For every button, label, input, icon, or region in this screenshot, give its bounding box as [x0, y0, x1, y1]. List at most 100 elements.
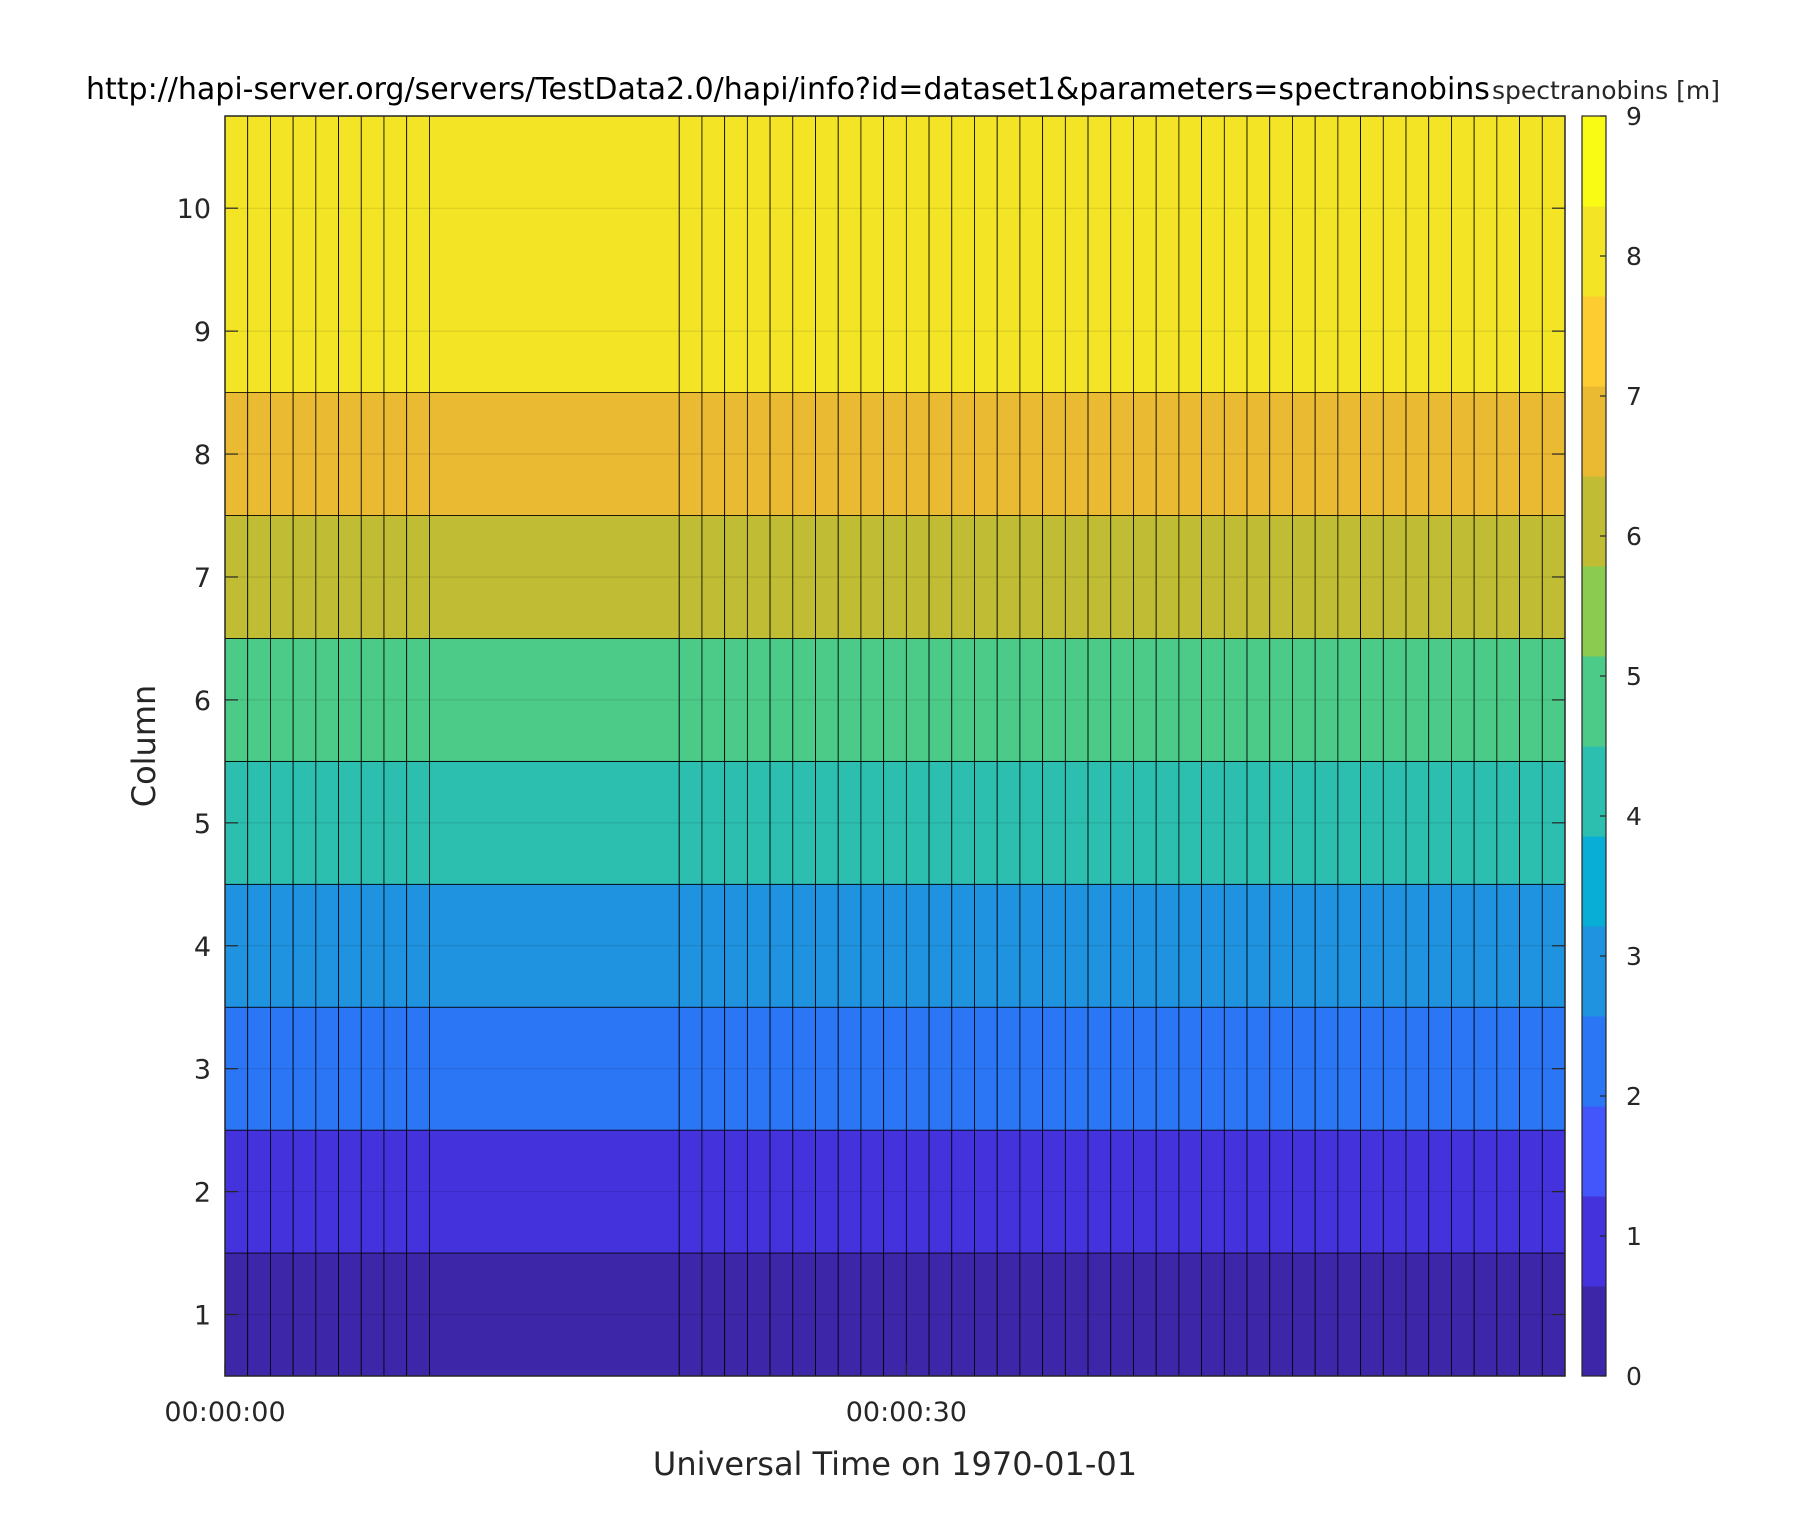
heatmap-cell — [928, 115, 953, 393]
colorbar-label: spectranobins [m] — [1492, 76, 1720, 105]
x-tick-label: 00:00:00 — [164, 1397, 285, 1428]
grid-lines — [225, 207, 1565, 1316]
heatmap-cell — [792, 115, 816, 393]
heatmap-cell — [429, 1129, 680, 1254]
colorbar-segment — [1582, 1106, 1606, 1197]
colorbar-tick-label: 8 — [1626, 242, 1642, 271]
colorbar-segment — [1582, 566, 1606, 657]
heatmap-cell — [1178, 115, 1203, 393]
colorbar-segment — [1582, 386, 1606, 477]
heatmap-cell — [678, 115, 703, 393]
heatmap-cell — [1314, 115, 1339, 393]
colorbar-segment — [1582, 1286, 1606, 1377]
heatmap-cell — [1382, 115, 1407, 393]
heatmap-cell — [429, 760, 680, 885]
heatmap-cell — [1337, 115, 1361, 393]
y-tick-label: 3 — [194, 1055, 211, 1086]
heatmap-cell — [746, 115, 771, 393]
colorbar-segment — [1582, 1196, 1606, 1287]
y-tick-label: 9 — [194, 317, 211, 348]
colorbar-segment — [1582, 296, 1606, 387]
x-tick-label: 00:00:30 — [846, 1397, 967, 1428]
heatmap-cell — [429, 1006, 680, 1131]
heatmap-cell — [338, 115, 362, 393]
colorbar-tick-label: 3 — [1626, 942, 1642, 971]
colorbar-segment — [1582, 206, 1606, 297]
heatmap-cell — [701, 115, 726, 393]
heatmap-cell — [1473, 115, 1498, 393]
heatmap-cell — [429, 638, 680, 762]
heatmap-cell — [1541, 115, 1566, 393]
y-tick-label: 4 — [194, 932, 211, 963]
heatmap-cell — [1155, 115, 1180, 393]
heatmap-cell — [815, 115, 839, 393]
colorbar-segment — [1582, 746, 1606, 837]
x-axis-label: Universal Time on 1970-01-01 — [653, 1445, 1137, 1483]
y-axis-label: Column — [125, 685, 163, 808]
heatmap-cell — [406, 115, 430, 393]
heatmap-cells — [224, 115, 1566, 1377]
heatmap-cell — [429, 115, 680, 393]
heatmap-cell — [1223, 115, 1248, 393]
heatmap-cell — [292, 115, 317, 393]
colorbar-segment — [1582, 656, 1606, 747]
y-tick-label: 10 — [177, 194, 211, 225]
heatmap-cell — [1064, 115, 1089, 393]
heatmap-cell — [724, 115, 748, 393]
colorbar-tick-label: 5 — [1626, 662, 1642, 691]
heatmap-cell — [905, 115, 930, 393]
colorbar-tick-label: 2 — [1626, 1082, 1642, 1111]
colorbar-tick-label: 7 — [1626, 382, 1642, 411]
colorbar-tick-label: 4 — [1626, 802, 1642, 831]
y-tick-label: 6 — [194, 686, 211, 717]
colorbar-segment — [1582, 476, 1606, 567]
heatmap-cell — [1519, 115, 1543, 393]
heatmap-cell — [429, 392, 680, 516]
y-tick-label: 7 — [194, 563, 211, 594]
heatmap-cell — [247, 115, 271, 393]
colorbar-segment — [1582, 926, 1606, 1017]
colorbar-tick-label: 9 — [1626, 102, 1642, 131]
heatmap-cell — [1405, 115, 1430, 393]
heatmap-cell — [974, 115, 998, 393]
heatmap-cell — [1428, 115, 1452, 393]
y-tick-label: 2 — [194, 1178, 211, 1209]
colorbar-segment — [1582, 836, 1606, 927]
heatmap-cell — [1292, 115, 1316, 393]
heatmap-cell — [429, 515, 680, 639]
heatmap-cell — [224, 115, 249, 393]
colorbar-tick-label: 0 — [1626, 1362, 1642, 1391]
heatmap-cell — [996, 115, 1021, 393]
heatmap-cell — [883, 115, 907, 393]
heatmap-cell — [860, 115, 885, 393]
heatmap-cell — [360, 115, 385, 393]
heatmap-cell — [1042, 115, 1066, 393]
colorbar-tick-label: 1 — [1626, 1222, 1642, 1251]
heatmap-cell — [769, 115, 794, 393]
heatmap-cell — [1133, 115, 1157, 393]
heatmap-cell — [1201, 115, 1225, 393]
heatmap-cell — [1110, 115, 1134, 393]
chart-title: http://hapi-server.org/servers/TestData2… — [86, 72, 1490, 107]
heatmap-cell — [1019, 115, 1044, 393]
heatmap-cell — [383, 115, 408, 393]
heatmap-cell — [1246, 115, 1271, 393]
heatmap-cell — [951, 115, 975, 393]
y-tick-label: 1 — [194, 1301, 211, 1332]
colorbar-segment — [1582, 1016, 1606, 1107]
colorbar-tick-label: 6 — [1626, 522, 1642, 551]
heatmap-cell — [1269, 115, 1293, 393]
heatmap-cell — [315, 115, 339, 393]
heatmap-cell — [1451, 115, 1475, 393]
heatmap-cell — [1496, 115, 1520, 393]
heatmap-cell — [837, 115, 862, 393]
colorbar: 0 1 2 3 4 5 6 7 8 9 — [1581, 102, 1642, 1391]
y-tick-label: 5 — [194, 809, 211, 840]
colorbar-border — [1581, 115, 1607, 1377]
plot-area-border — [224, 115, 1566, 1377]
heatmap-cell — [1360, 115, 1384, 393]
heatmap-cell — [1087, 115, 1112, 393]
y-tick-label: 8 — [194, 440, 211, 471]
colorbar-segment — [1582, 116, 1606, 207]
